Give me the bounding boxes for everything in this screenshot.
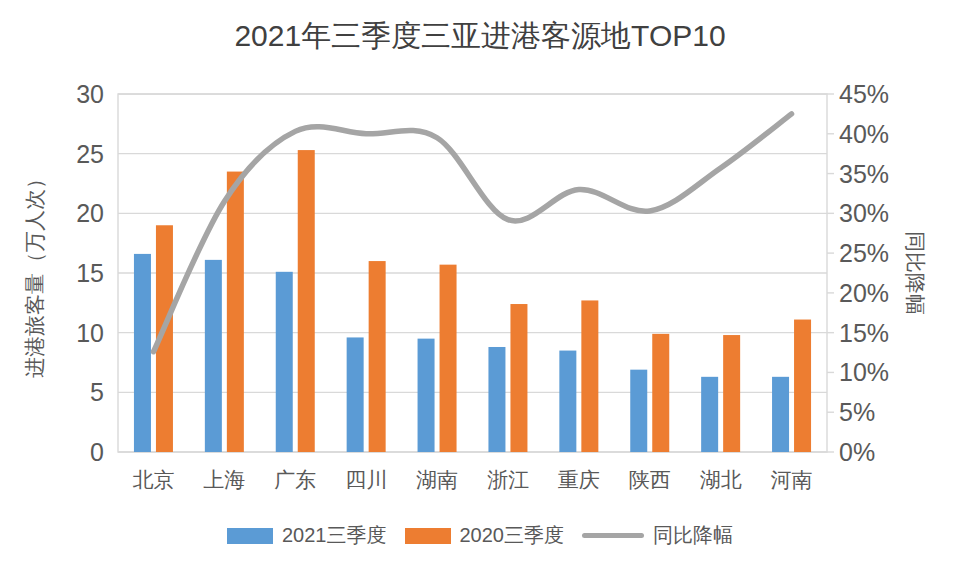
- y-axis-right-tick-label: 35%: [839, 160, 889, 188]
- bar-2021: [772, 377, 789, 452]
- y-axis-left-tick-label: 15: [76, 259, 104, 287]
- bar-2020: [369, 261, 386, 452]
- x-axis-category-label: 四川: [345, 468, 387, 491]
- x-axis-category-label: 重庆: [558, 468, 600, 491]
- y-axis-left-tick-label: 25: [76, 140, 104, 168]
- y-axis-right-tick-label: 25%: [839, 239, 889, 267]
- x-axis-category-label: 湖南: [416, 468, 458, 491]
- legend-swatch-2020: [405, 528, 451, 544]
- bar-2020: [794, 320, 811, 452]
- bar-2020: [298, 150, 315, 452]
- bar-2021: [418, 339, 435, 452]
- bar-2020: [227, 172, 244, 452]
- bar-2021: [630, 370, 647, 452]
- x-axis-category-label: 陕西: [629, 468, 671, 491]
- bar-2021: [134, 254, 151, 452]
- bar-2021: [205, 260, 222, 452]
- legend-item-2020: 2020三季度: [405, 522, 565, 549]
- bar-2021: [701, 377, 718, 452]
- bar-2021: [347, 337, 364, 452]
- x-axis-category-label: 浙江: [487, 468, 529, 491]
- x-axis-category-label: 北京: [132, 468, 174, 491]
- legend-item-2021: 2021三季度: [227, 522, 387, 549]
- y-axis-right-tick-label: 10%: [839, 358, 889, 386]
- y-axis-left-title: 进港旅客量（万人次）: [23, 168, 46, 378]
- bar-2020: [440, 265, 457, 452]
- legend-label-decline: 同比降幅: [653, 522, 733, 549]
- bar-2020: [581, 300, 598, 452]
- y-axis-right-tick-label: 5%: [839, 398, 875, 426]
- chart-plot-area: 0 5 10 15 20 25 30 0% 5% 10% 15% 20% 25% 30% 35% 40% 45%…: [0, 0, 960, 576]
- y-axis-left-tick-label: 5: [90, 378, 104, 406]
- y-axis-right-title: 同比降幅: [904, 231, 927, 315]
- trend-line: [153, 114, 791, 352]
- y-axis-right-tick-label: 20%: [839, 279, 889, 307]
- x-axis-category-label: 河南: [771, 468, 813, 491]
- legend-label-2020: 2020三季度: [460, 522, 565, 549]
- bar-2020: [723, 335, 740, 452]
- x-axis-category-label: 上海: [203, 468, 245, 491]
- chart-legend: 2021三季度 2020三季度 同比降幅: [0, 522, 960, 549]
- legend-swatch-2021: [227, 528, 273, 544]
- y-axis-left-tick-label: 0: [90, 438, 104, 466]
- y-axis-right-tick-label: 40%: [839, 120, 889, 148]
- bar-2021: [488, 347, 505, 452]
- y-axis-left-tick-label: 30: [76, 80, 104, 108]
- y-axis-left-tick-label: 20: [76, 199, 104, 227]
- legend-swatch-decline-line: [582, 533, 644, 538]
- y-axis-right-tick-label: 15%: [839, 319, 889, 347]
- y-axis-left-tick-label: 10: [76, 319, 104, 347]
- legend-item-decline: 同比降幅: [582, 522, 733, 549]
- y-axis-right-tick-label: 0%: [839, 438, 875, 466]
- chart: 2021年三季度三亚进港客源地TOP10 0510152025300%5%10%…: [0, 0, 960, 576]
- x-axis-category-label: 湖北: [700, 468, 742, 491]
- bar-2020: [652, 334, 669, 452]
- bar-2020: [510, 304, 527, 452]
- bar-2021: [276, 272, 293, 452]
- bar-2021: [559, 351, 576, 452]
- x-axis-category-label: 广东: [274, 468, 316, 491]
- y-axis-right-tick-label: 30%: [839, 199, 889, 227]
- y-axis-right-tick-label: 45%: [839, 80, 889, 108]
- legend-label-2021: 2021三季度: [282, 522, 387, 549]
